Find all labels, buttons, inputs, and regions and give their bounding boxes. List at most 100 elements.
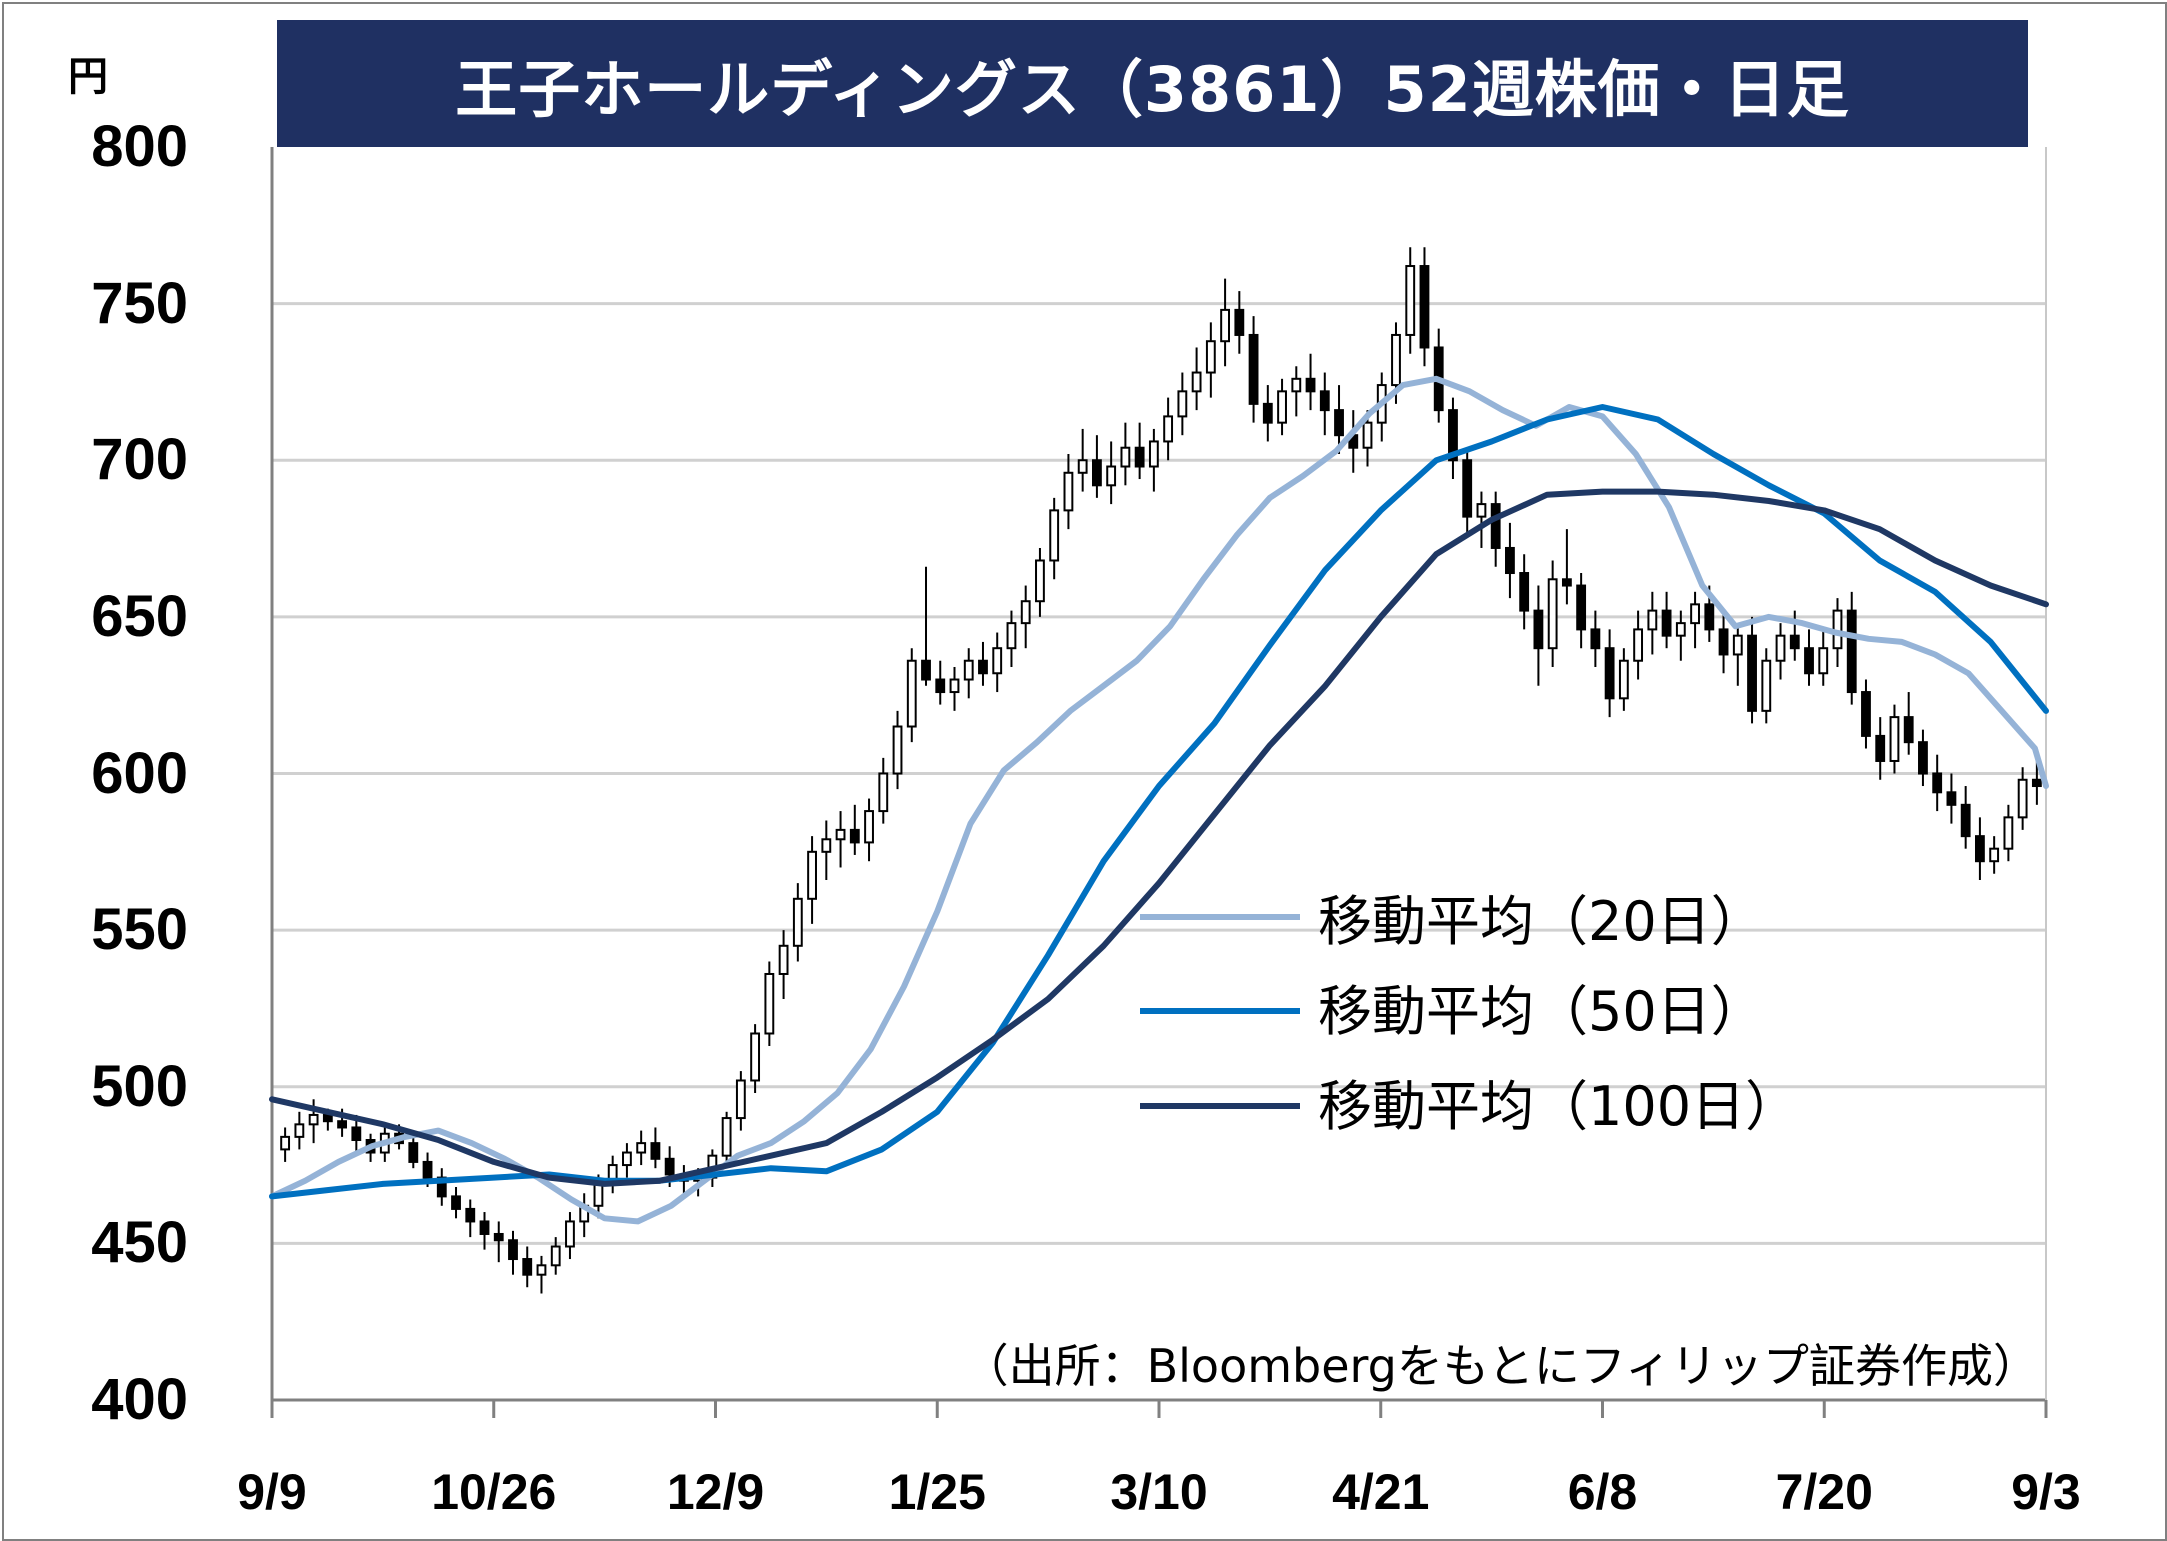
candle [1732, 623, 1743, 686]
candle-body [1391, 333, 1401, 387]
candle-body [1519, 572, 1530, 612]
candle [1861, 679, 1871, 749]
candle-body [536, 1264, 547, 1276]
candle [1419, 247, 1430, 367]
axes [270, 147, 2048, 1418]
candle-body [451, 1195, 461, 1210]
candle [1903, 692, 1914, 755]
candle [1106, 441, 1117, 505]
candle-body [1077, 459, 1088, 474]
candle-body [1120, 446, 1131, 468]
candle [1205, 322, 1216, 398]
candle [764, 961, 775, 1047]
candle-body [1419, 265, 1430, 349]
candle-body [821, 838, 832, 853]
y-tick-label: 450 [91, 1210, 188, 1276]
candle-body [479, 1220, 490, 1235]
candle [892, 710, 903, 790]
candle-body [1234, 308, 1245, 336]
candle-body [935, 678, 946, 694]
candle [821, 820, 832, 881]
candle-body [807, 850, 817, 900]
candle-body [1291, 377, 1302, 393]
candle [1946, 773, 1957, 824]
candle-body [550, 1245, 561, 1267]
candle [1804, 629, 1814, 686]
candle [479, 1212, 490, 1250]
candle [493, 1221, 504, 1263]
candle-body [1633, 628, 1644, 662]
candle-body [2003, 816, 2014, 850]
candle-body [2031, 778, 2042, 788]
candle-body [1362, 421, 1373, 449]
y-tick-label: 400 [91, 1367, 188, 1432]
candle [1234, 291, 1245, 354]
candle [451, 1186, 461, 1219]
candle-body [1462, 459, 1473, 518]
candle-body [1063, 471, 1074, 512]
candle [2017, 767, 2028, 830]
candle-body [636, 1142, 647, 1154]
candle [1974, 817, 1985, 881]
candle-body [294, 1123, 305, 1138]
candle [1334, 385, 1344, 454]
candle [1675, 610, 1686, 661]
x-tick-label: 9/3 [2011, 1464, 2081, 1520]
candle [849, 804, 860, 855]
candle-body [1903, 716, 1914, 744]
candle-body [322, 1113, 333, 1123]
line-ma20 [269, 375, 2049, 1225]
candle-body [1091, 459, 1102, 487]
candle [1433, 328, 1444, 423]
candle-body [1533, 609, 1544, 650]
legend-swatches [1140, 914, 1300, 1109]
candle-body [1277, 390, 1287, 424]
candle [1177, 372, 1188, 436]
candle-body [351, 1126, 362, 1142]
x-tick-label: 10/26 [431, 1464, 557, 1520]
candle [1533, 585, 1544, 686]
candle-body [1220, 308, 1231, 343]
x-tick-label: 12/9 [666, 1464, 765, 1520]
candle-body [1405, 265, 1416, 336]
candle-body [1861, 691, 1871, 737]
candle [1519, 554, 1530, 630]
candle [835, 811, 846, 868]
candle-body [1248, 333, 1259, 405]
legend-label-ma20: 移動平均（20日） [1318, 890, 1765, 953]
candle-body [1490, 503, 1501, 549]
line-ma100 [269, 488, 2049, 1187]
candle [1633, 610, 1644, 680]
candle [1006, 610, 1017, 667]
candle [607, 1155, 618, 1194]
candle-body [835, 828, 846, 841]
candle [1163, 397, 1174, 461]
candle-body [1974, 835, 1985, 863]
candlesticks [280, 247, 2042, 1294]
candle-body [1106, 465, 1117, 487]
candle [1775, 623, 1786, 680]
y-tick-label: 750 [91, 270, 188, 336]
candle [1604, 629, 1615, 718]
candle [1960, 786, 1971, 849]
candle-body [1618, 659, 1629, 700]
candle [351, 1114, 362, 1156]
candle-body [1918, 741, 1928, 775]
candle-body [1789, 634, 1800, 650]
candle [1319, 372, 1330, 436]
candle [963, 648, 974, 699]
candle [294, 1111, 305, 1150]
candle-body [1989, 847, 2000, 863]
candle [1618, 648, 1629, 711]
candle-body [1818, 647, 1829, 675]
candle [949, 666, 960, 711]
candle-body [1163, 415, 1174, 443]
candle [408, 1133, 419, 1169]
y-tick-label: 800 [91, 114, 188, 179]
candle [1291, 366, 1302, 417]
y-tick-label: 600 [91, 740, 188, 806]
candle [1148, 428, 1159, 492]
candle-body [1704, 603, 1715, 631]
candle-body [1148, 440, 1159, 468]
candle-body [1035, 559, 1045, 603]
